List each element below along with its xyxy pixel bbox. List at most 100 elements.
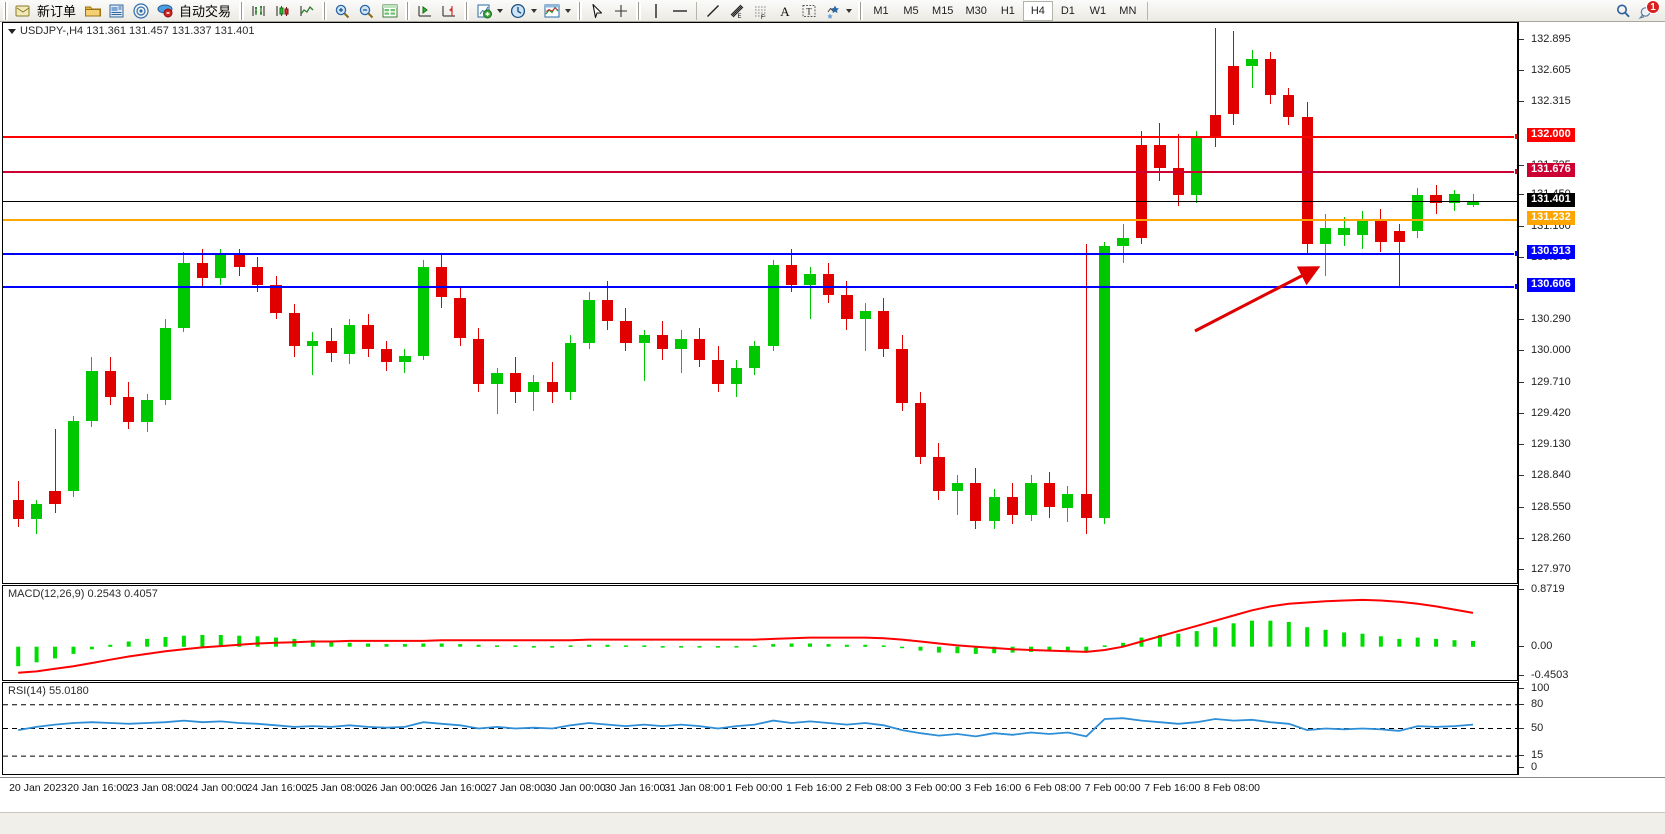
signal-icon[interactable] (132, 2, 150, 20)
price-badge[interactable]: 131.232 (1527, 210, 1575, 225)
toolbar-button-data-window[interactable] (378, 1, 402, 21)
timeframe-m1[interactable]: M1 (873, 4, 889, 17)
toolbar-button-candlestick-chart[interactable] (271, 1, 295, 21)
toolbar-grip-scroll[interactable] (405, 1, 411, 20)
expert-advisor-icon[interactable] (156, 2, 174, 20)
toolbar-button-trendline[interactable] (701, 1, 725, 21)
price-plot[interactable] (3, 23, 1517, 583)
toolbar-button-zoom-in[interactable] (330, 1, 354, 21)
price-scale[interactable]: 132.895132.605132.315131.725131.450131.1… (1518, 22, 1663, 775)
toolbar-button-text[interactable]: A (773, 1, 797, 21)
toolbar-button-news[interactable] (105, 1, 129, 21)
zoom-out-icon[interactable] (357, 2, 375, 20)
news-icon[interactable] (108, 2, 126, 20)
toolbar-button-templates[interactable] (540, 1, 574, 21)
add-indicator-icon[interactable] (475, 2, 493, 20)
chevron-down-icon[interactable] (531, 8, 538, 13)
toolbar-button-zoom-out[interactable] (354, 1, 378, 21)
horizontal-line-icon[interactable] (671, 2, 689, 20)
toolbar-button-line-chart[interactable] (295, 1, 319, 21)
vertical-line-icon[interactable] (647, 2, 665, 20)
templates-icon[interactable] (543, 2, 561, 20)
toolbar-button-bar-chart[interactable] (247, 1, 271, 21)
zoom-in-icon[interactable] (333, 2, 351, 20)
toolbar-button-shapes[interactable] (821, 1, 855, 21)
candle-body (1080, 493, 1092, 519)
toolbar-button-alerts[interactable]: 1 (1635, 0, 1660, 21)
level-handle[interactable] (1514, 283, 1517, 291)
toolbar-button-signal[interactable] (129, 1, 153, 21)
toolbar-grip-add[interactable] (464, 1, 470, 20)
crosshair-icon[interactable] (612, 2, 630, 20)
price-badge[interactable]: 131.676 (1527, 162, 1575, 177)
candlestick-chart-icon[interactable] (274, 2, 292, 20)
toolbar-grip-timeframes[interactable] (858, 1, 864, 20)
toolbar-button-chart-shift[interactable] (437, 1, 461, 21)
toolbar-button-cursor-arrow[interactable] (585, 1, 609, 21)
chevron-down-icon[interactable] (565, 8, 572, 13)
price-chart-pane[interactable]: USDJPY-,H4 131.361 131.457 131.337 131.4… (2, 22, 1518, 584)
toolbar-grip-draw-tools[interactable] (636, 1, 642, 20)
timeframe-m30[interactable]: M30 (965, 4, 987, 17)
new-order-icon[interactable] (14, 2, 32, 20)
toolbar-button-search[interactable] (1611, 1, 1635, 21)
toolbar-button-vertical-line[interactable] (644, 1, 668, 21)
toolbar-button-new-order[interactable]: 新订单 (11, 1, 81, 21)
rsi-pane[interactable]: RSI(14) 55.0180 (2, 682, 1518, 775)
candle-body (620, 321, 632, 343)
equidistant-channel-icon[interactable]: E (728, 2, 746, 20)
chart-title-text: USDJPY-,H4 131.361 131.457 131.337 131.4… (20, 25, 255, 37)
auto-scroll-icon[interactable] (416, 2, 434, 20)
search-icon[interactable] (1614, 2, 1632, 20)
macd-pane[interactable]: MACD(12,26,9) 0.2543 0.4057 (2, 585, 1518, 681)
toolbar-grip-cursor-tools[interactable] (577, 1, 583, 20)
toolbar-button-add-indicator[interactable] (472, 1, 506, 21)
toolbar-button-fibonacci[interactable]: F (749, 1, 773, 21)
level-handle[interactable] (1514, 133, 1517, 140)
toolbar-grip-chart-type[interactable] (239, 1, 245, 20)
timeframe-h1[interactable]: H1 (1000, 4, 1015, 17)
toolbar-button-crosshair[interactable] (609, 1, 633, 21)
cursor-arrow-icon[interactable] (588, 2, 606, 20)
period-clock-icon[interactable] (509, 2, 527, 20)
toolbar-button-equidistant-channel[interactable]: E (725, 1, 749, 21)
price-badge[interactable]: 130.913 (1527, 245, 1575, 260)
price-badge[interactable]: 130.606 (1527, 278, 1575, 293)
data-window-icon[interactable] (381, 2, 399, 20)
timeframe-w1[interactable]: W1 (1089, 4, 1107, 17)
price-badge[interactable]: 131.401 (1527, 192, 1575, 207)
text-icon[interactable]: A (776, 2, 794, 20)
timeframe-d1[interactable]: D1 (1060, 4, 1075, 17)
toolbar-button-period-clock[interactable] (506, 1, 540, 21)
timeframe-mn[interactable]: MN (1119, 4, 1137, 17)
level-handle[interactable] (1514, 250, 1517, 258)
toolbar-button-expert-advisor[interactable]: 自动交易 (153, 1, 236, 21)
candle-body (344, 324, 356, 354)
time-label: 8 Feb 08:00 (1203, 782, 1261, 794)
level-handle[interactable] (1514, 167, 1517, 175)
toolbar-grip-trade[interactable] (3, 1, 8, 20)
toolbar-button-folder[interactable] (81, 1, 105, 21)
chevron-down-icon[interactable] (8, 28, 16, 34)
toolbar-grip-zoom[interactable] (322, 1, 328, 20)
line-chart-icon[interactable] (298, 2, 316, 20)
timeframe-m15[interactable]: M15 (932, 4, 954, 17)
price-badge[interactable]: 132.000 (1527, 128, 1575, 142)
bar-chart-icon[interactable] (250, 2, 268, 20)
timeframe-h4[interactable]: H4 (1022, 0, 1053, 21)
chevron-down-icon[interactable] (846, 8, 853, 13)
time-axis[interactable]: 20 Jan 2023 20 Jan 16:00 23 Jan 08:00 24 Ja… (0, 777, 1665, 799)
toolbar-button-horizontal-line[interactable] (668, 1, 692, 21)
toolbar-button-auto-scroll[interactable] (413, 1, 437, 21)
timeframe-m5[interactable]: M5 (903, 4, 919, 17)
trendline-icon[interactable] (704, 2, 722, 20)
text-label-icon[interactable]: T (800, 2, 818, 20)
shapes-icon[interactable] (824, 2, 842, 20)
chart-shift-icon[interactable] (440, 2, 458, 20)
toolbar-button-text-label[interactable]: T (797, 1, 821, 21)
folder-icon[interactable] (84, 2, 102, 20)
chevron-down-icon[interactable] (497, 8, 504, 13)
fibonacci-icon[interactable]: F (752, 2, 770, 20)
candle-body (1099, 245, 1111, 519)
candle-wick (312, 332, 314, 376)
